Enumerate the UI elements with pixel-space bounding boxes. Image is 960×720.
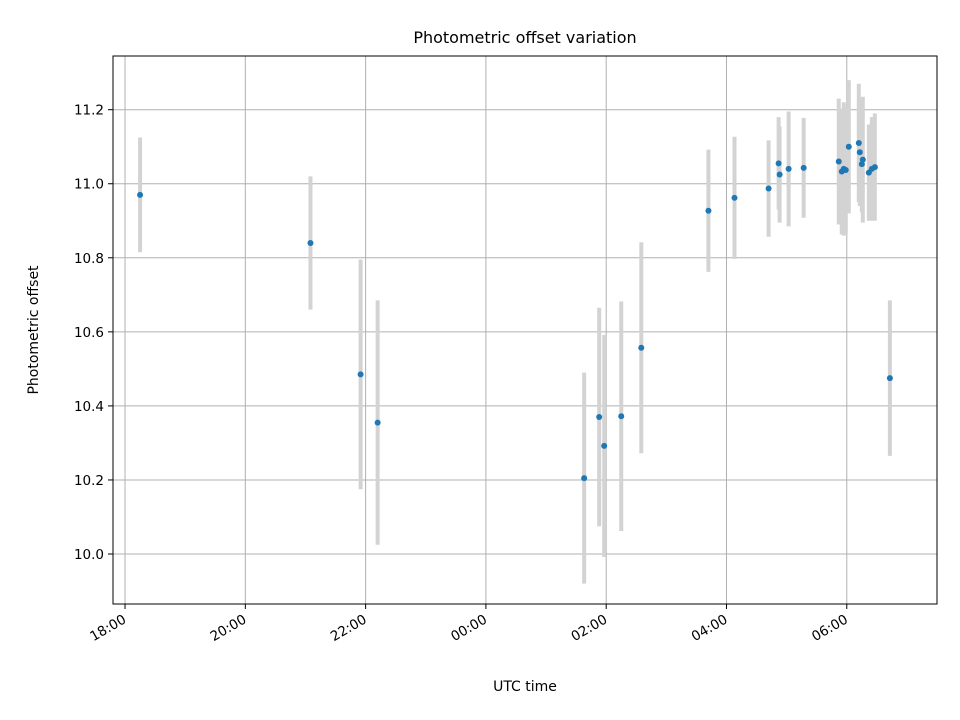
data-point [842, 167, 849, 174]
y-tick-label: 11.2 [74, 103, 104, 119]
data-point [731, 194, 738, 201]
data-point [137, 191, 144, 198]
data-point [800, 164, 807, 171]
x-axis-label: UTC time [493, 679, 557, 695]
data-point [845, 143, 852, 150]
data-point [374, 419, 381, 426]
data-point [785, 165, 792, 172]
data-point [638, 344, 645, 351]
y-axis-ticks: 10.0 10.2 10.4 10.6 10.8 11.0 11.2 [74, 103, 113, 563]
y-tick-label: 10.8 [74, 251, 104, 267]
y-tick-label: 10.6 [74, 325, 104, 341]
y-tick-label: 10.4 [74, 399, 104, 415]
data-point [705, 207, 712, 214]
y-tick-label: 10.0 [74, 547, 104, 563]
data-point [775, 160, 782, 167]
data-point [581, 475, 588, 482]
data-point [618, 413, 625, 420]
data-point [886, 375, 893, 382]
grid-layer [113, 56, 937, 604]
data-point [859, 156, 866, 163]
data-point [835, 158, 842, 165]
data-point [855, 140, 862, 147]
chart-title: Photometric offset variation [413, 28, 636, 47]
data-point [596, 414, 603, 421]
y-tick-label: 11.0 [74, 177, 104, 193]
data-point [307, 239, 314, 246]
data-point [776, 171, 783, 178]
y-tick-label: 10.2 [74, 473, 104, 489]
y-axis-label: Photometric offset [26, 265, 42, 395]
data-point [856, 149, 863, 156]
data-point [357, 371, 364, 378]
data-point [765, 185, 772, 192]
data-point [601, 442, 608, 449]
plot-area [112, 55, 938, 605]
axes-frame [112, 55, 938, 605]
data-point [871, 164, 878, 171]
point-layer [137, 140, 893, 482]
